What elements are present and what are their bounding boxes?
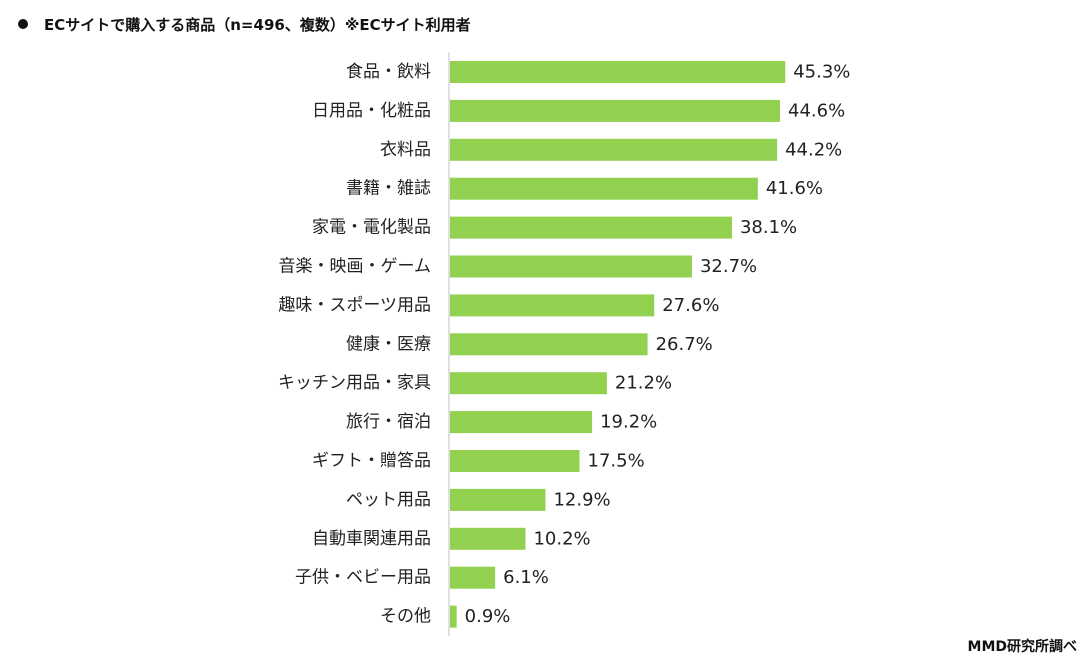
chart-title: ECサイトで購入する商品（n=496、複数）※ECサイト利用者 (44, 15, 471, 34)
value-label: 44.2% (785, 139, 842, 160)
category-label: 自動車関連用品 (312, 529, 431, 549)
category-label: その他 (380, 607, 431, 627)
value-label: 44.6% (788, 100, 845, 121)
bar (450, 216, 732, 239)
bar (450, 138, 778, 161)
value-label: 38.1% (740, 217, 797, 238)
value-label: 0.9% (465, 606, 511, 627)
value-label: 21.2% (615, 373, 672, 394)
category-label: 衣料品 (380, 140, 431, 160)
bar (450, 61, 786, 83)
category-label: 子供・ベビー用品 (295, 568, 431, 588)
bar (450, 488, 546, 511)
value-label: 19.2% (600, 412, 657, 433)
value-label: 6.1% (503, 567, 549, 588)
value-label: 41.6% (766, 178, 823, 199)
category-label: 旅行・宿泊 (346, 412, 431, 432)
bar (450, 294, 655, 317)
bar (450, 527, 526, 550)
category-label: ペット用品 (346, 490, 431, 510)
value-label: 26.7% (656, 334, 713, 355)
bar (450, 450, 580, 472)
bar (450, 255, 692, 278)
bar (450, 177, 758, 200)
bar (450, 99, 781, 122)
category-label: 書籍・雑誌 (346, 179, 431, 199)
value-label: 12.9% (553, 489, 610, 510)
category-label: 音楽・映画・ゲーム (279, 257, 432, 277)
value-label: 27.6% (662, 295, 719, 316)
bar (450, 566, 496, 589)
bullet-icon (18, 19, 28, 29)
value-label: 45.3% (793, 62, 850, 83)
category-label: ギフト・贈答品 (312, 451, 431, 471)
bar (450, 605, 457, 628)
category-label: 健康・医療 (346, 334, 431, 354)
value-label: 10.2% (533, 528, 590, 549)
source-note: MMD研究所調べ (967, 639, 1077, 655)
bar (450, 333, 648, 356)
category-label: 趣味・スポーツ用品 (278, 295, 431, 315)
value-label: 17.5% (588, 451, 645, 472)
category-label: キッチン用品・家具 (278, 373, 431, 393)
category-label: 家電・電化製品 (312, 218, 431, 238)
chart-header: ECサイトで購入する商品（n=496、複数）※ECサイト利用者 (18, 12, 471, 36)
value-label: 32.7% (700, 256, 757, 277)
bar (450, 372, 607, 395)
category-label: 日用品・化粧品 (312, 101, 431, 121)
bar (450, 411, 593, 434)
category-label: 食品・飲料 (346, 62, 431, 82)
